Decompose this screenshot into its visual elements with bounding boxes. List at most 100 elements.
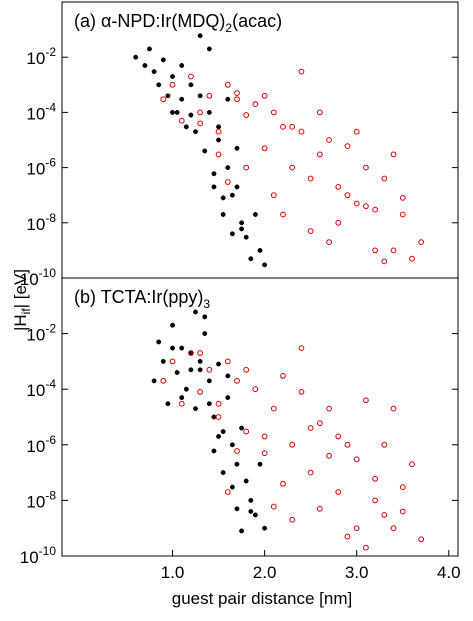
data-point — [307, 425, 314, 431]
data-point — [224, 179, 231, 185]
data-point — [193, 309, 198, 315]
y-tick-label: 10-8 — [26, 211, 56, 234]
x-tick-label: 2.0 — [253, 563, 277, 582]
data-point — [234, 506, 240, 512]
data-point — [220, 195, 226, 201]
data-point — [243, 112, 250, 118]
data-point — [151, 378, 157, 384]
panel-title-part: 2 — [225, 21, 232, 35]
data-point — [234, 377, 240, 384]
data-point — [252, 512, 258, 518]
data-point — [165, 93, 171, 99]
data-point — [307, 175, 314, 182]
data-point — [224, 489, 231, 495]
x-axis-label: guest pair distance [nm] — [172, 589, 352, 608]
data-point — [160, 358, 166, 364]
data-point — [215, 128, 222, 135]
data-point — [206, 401, 212, 407]
data-point — [363, 203, 369, 210]
data-point — [372, 475, 379, 482]
data-point — [344, 192, 351, 199]
data-point — [224, 81, 231, 88]
data-point — [316, 505, 323, 512]
y-axis-label-part: | [eV] — [11, 269, 30, 308]
data-point — [197, 109, 204, 116]
data-point — [390, 525, 397, 532]
data-point — [280, 123, 286, 130]
data-point — [193, 406, 198, 412]
data-point — [372, 206, 379, 213]
panel-title-part: (b) TCTA:Ir(ppy) — [74, 287, 203, 307]
data-point — [165, 401, 171, 407]
data-point — [270, 503, 277, 510]
data-point — [363, 164, 369, 171]
data-point — [239, 226, 245, 232]
data-point — [298, 345, 305, 352]
data-point — [188, 350, 194, 356]
y-tick-label: 10-10 — [20, 544, 57, 567]
data-point — [193, 129, 198, 135]
data-point — [248, 509, 254, 514]
data-point — [243, 366, 250, 373]
data-point — [234, 96, 240, 103]
data-point — [225, 165, 231, 171]
data-point — [179, 345, 185, 351]
data-point — [170, 74, 175, 79]
data-point — [326, 137, 332, 143]
data-point — [229, 231, 235, 237]
data-point — [316, 420, 323, 427]
data-point — [280, 373, 286, 379]
data-point — [211, 171, 217, 177]
plot-frame — [61, 277, 459, 557]
data-point — [133, 54, 139, 60]
panel-title-part: (acac) — [232, 11, 282, 31]
data-point — [202, 331, 208, 337]
data-point — [248, 497, 254, 503]
data-point — [316, 109, 323, 116]
data-point — [257, 247, 263, 253]
data-point — [179, 63, 185, 68]
data-point — [197, 93, 203, 99]
data-point — [289, 441, 296, 448]
data-point — [211, 414, 217, 420]
data-point — [188, 112, 194, 118]
data-point — [390, 247, 397, 254]
y-tick-label: 10-10 — [20, 266, 57, 289]
data-point — [381, 512, 388, 518]
data-point — [179, 395, 185, 401]
data-point — [372, 247, 379, 254]
data-point — [234, 184, 240, 190]
data-point — [220, 429, 226, 434]
data-point — [248, 256, 254, 262]
data-point — [252, 212, 258, 217]
data-point — [280, 480, 286, 487]
panel-title: (a) α-NPD:Ir(MDQ)2(acac) — [74, 11, 282, 35]
y-tick-label: 10-6 — [26, 433, 56, 456]
data-point — [220, 470, 226, 476]
data-point — [335, 219, 342, 226]
y-tick-label: 10-2 — [26, 322, 56, 345]
data-point — [363, 544, 369, 551]
y-tick-label: 10-4 — [26, 100, 56, 123]
data-point — [298, 68, 305, 75]
data-point — [262, 525, 268, 531]
data-point — [220, 212, 226, 217]
data-point — [160, 57, 166, 63]
plot-area — [133, 33, 425, 268]
data-point — [225, 96, 231, 102]
data-point — [399, 508, 406, 515]
x-tick-label: 4.0 — [437, 563, 461, 582]
data-point — [307, 469, 314, 476]
data-point — [316, 151, 323, 158]
data-point — [229, 484, 235, 490]
data-point — [243, 164, 250, 171]
data-point — [197, 358, 203, 364]
data-point — [239, 425, 245, 431]
data-point — [239, 220, 245, 226]
data-point — [363, 397, 369, 404]
data-point — [262, 262, 268, 268]
data-point — [335, 489, 342, 495]
data-point — [381, 441, 388, 448]
